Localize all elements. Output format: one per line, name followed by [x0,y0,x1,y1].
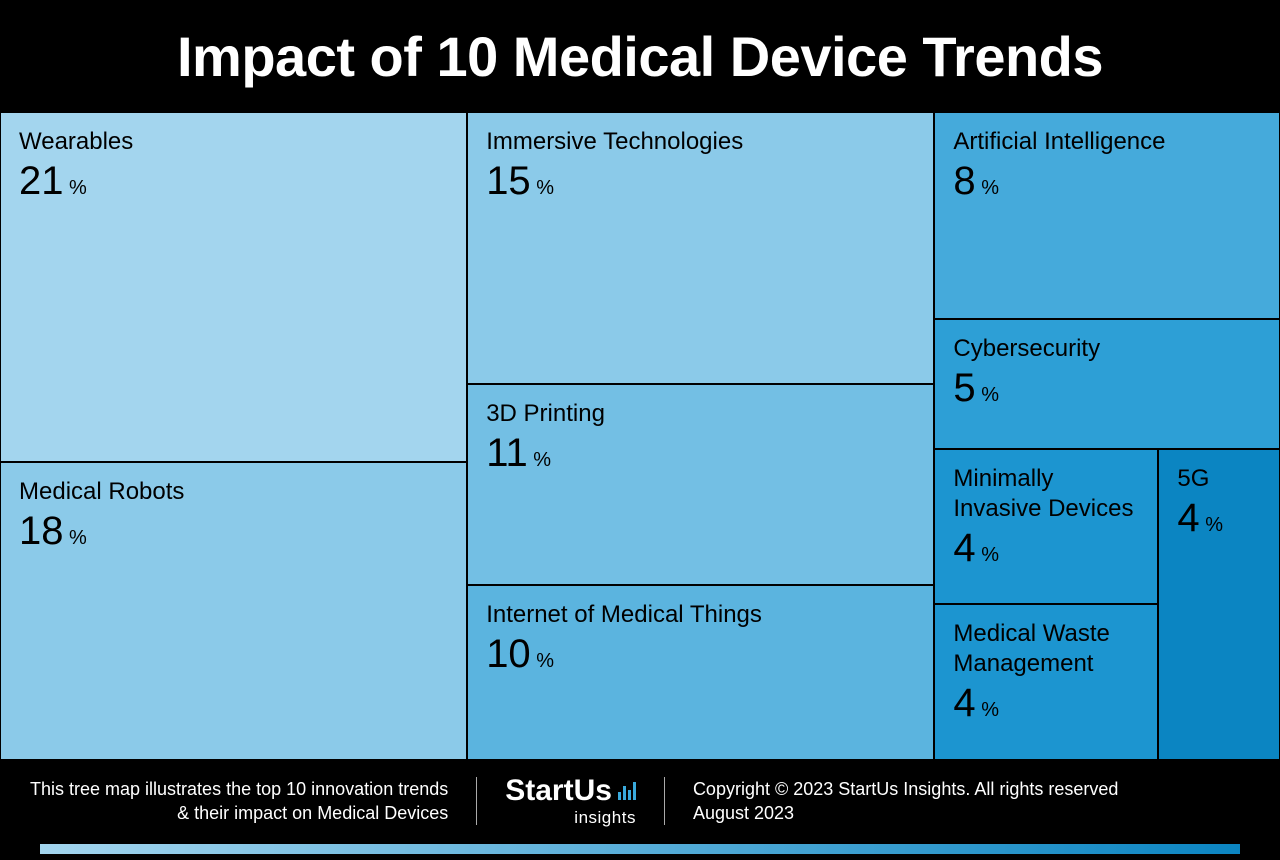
treemap-cell: 5G4 % [1158,449,1280,760]
treemap-cell-value: 4 % [1177,496,1261,541]
treemap-cell-value: 18 % [19,509,448,554]
treemap-cell-value: 21 % [19,159,448,204]
footer: This tree map illustrates the top 10 inn… [0,760,1280,860]
treemap-cell-label: Cybersecurity [953,334,1261,364]
treemap-cell-value: 15 % [486,159,915,204]
footer-divider [664,777,665,825]
treemap-cell-label: 3D Printing [486,399,915,429]
logo-text-sub: insights [507,808,636,828]
treemap-cell: Minimally Invasive Devices4 % [934,449,1158,605]
gradient-legend-bar [40,844,1240,854]
treemap-cell: Medical Robots18 % [0,462,467,760]
treemap-cell-value: 11 % [486,431,915,476]
treemap-cell-label: Minimally Invasive Devices [953,464,1139,524]
treemap-cell-value: 10 % [486,632,915,677]
treemap-cell-label: Medical Robots [19,477,448,507]
treemap-chart: Wearables21 %Medical Robots18 %Immersive… [0,112,1280,760]
treemap-cell: Internet of Medical Things10 % [467,585,934,760]
footer-desc-line2: & their impact on Medical Devices [30,801,448,825]
copyright-line2: August 2023 [693,801,1118,825]
page: Impact of 10 Medical Device Trends Weara… [0,0,1280,860]
copyright-line1: Copyright © 2023 StartUs Insights. All r… [693,777,1118,801]
treemap-cell-value: 5 % [953,366,1261,411]
logo-bars-icon [618,782,636,800]
treemap-cell-label: 5G [1177,464,1261,494]
treemap-cell-value: 8 % [953,159,1261,204]
brand-logo: StartUs insights [505,774,636,828]
treemap-cell-value: 4 % [953,526,1139,571]
page-title: Impact of 10 Medical Device Trends [177,24,1103,89]
treemap-cell: Immersive Technologies15 % [467,112,934,384]
treemap-cell-label: Artificial Intelligence [953,127,1261,157]
treemap-cell: Medical Waste Management4 % [934,604,1158,760]
treemap-cell-label: Medical Waste Management [953,619,1139,679]
footer-divider [476,777,477,825]
treemap-cell-label: Wearables [19,127,448,157]
treemap-cell-label: Internet of Medical Things [486,600,915,630]
treemap-cell: Artificial Intelligence8 % [934,112,1280,319]
footer-desc-line1: This tree map illustrates the top 10 inn… [30,777,448,801]
treemap-cell: 3D Printing11 % [467,384,934,585]
footer-copyright: Copyright © 2023 StartUs Insights. All r… [693,777,1118,826]
treemap-cell: Wearables21 % [0,112,467,462]
treemap-cell-label: Immersive Technologies [486,127,915,157]
title-bar: Impact of 10 Medical Device Trends [0,0,1280,112]
treemap-cell-value: 4 % [953,681,1139,726]
footer-description: This tree map illustrates the top 10 inn… [30,777,448,826]
treemap-cell: Cybersecurity5 % [934,319,1280,449]
logo-text-main: StartUs [505,774,612,808]
footer-row: This tree map illustrates the top 10 inn… [30,774,1250,828]
